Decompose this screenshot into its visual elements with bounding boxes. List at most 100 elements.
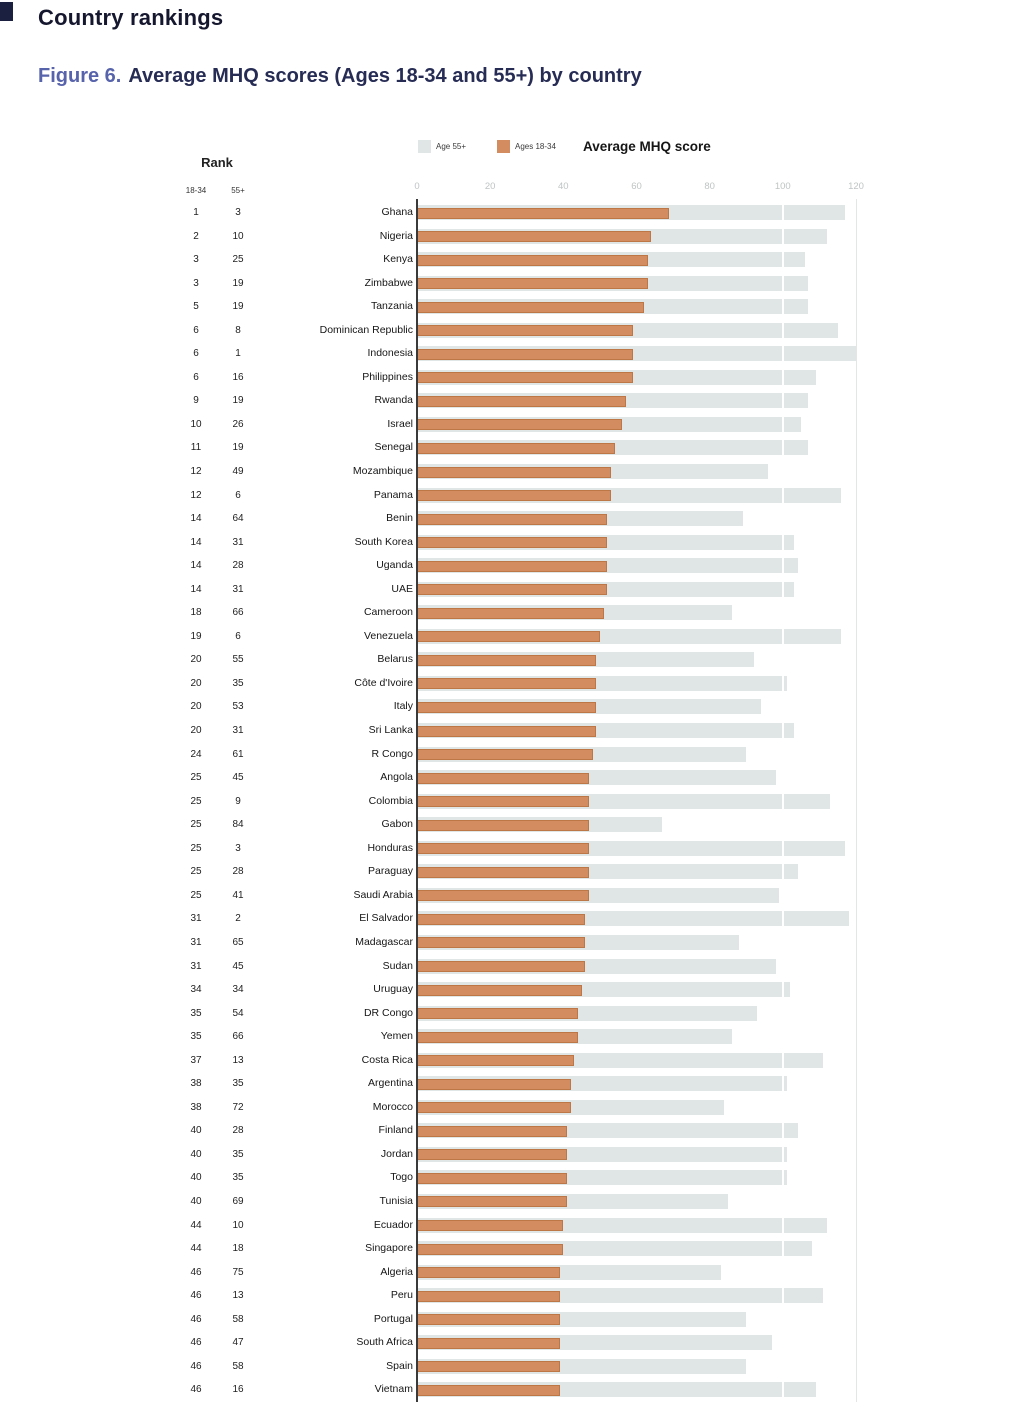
- rank-55: 31: [232, 725, 244, 737]
- country-label: Argentina: [368, 1077, 413, 1090]
- bar-age-18-34: [417, 395, 626, 407]
- rank-18-34: 12: [190, 466, 202, 478]
- rank-55: 34: [232, 984, 244, 996]
- chart-row: 19 6 Venezuela: [0, 625, 1024, 649]
- legend-label-age-18-34: Ages 18-34: [515, 142, 556, 151]
- chart-row: 38 72 Morocco: [0, 1096, 1024, 1120]
- country-label: Nigeria: [379, 229, 413, 242]
- y-axis-line: [416, 199, 418, 1402]
- country-label: UAE: [391, 582, 413, 595]
- chart-row: 14 64 Benin: [0, 507, 1024, 531]
- bar-age-18-34: [417, 442, 615, 454]
- bar-group: [417, 272, 856, 296]
- rank-55: 3: [235, 207, 241, 218]
- country-label: Benin: [386, 512, 413, 525]
- rank-55: 6: [235, 489, 241, 501]
- bar-group: [417, 625, 856, 649]
- country-label: Yemen: [380, 1030, 413, 1043]
- rank-18-34: 11: [190, 442, 202, 454]
- rank-18-34: 20: [190, 654, 202, 666]
- chart-row: 14 31 UAE: [0, 578, 1024, 602]
- bar-group: [417, 342, 856, 366]
- rank-55: 45: [232, 772, 244, 784]
- bar-age-18-34: [417, 513, 608, 525]
- bar-age-18-34: [417, 1102, 571, 1114]
- chart-row: 2 10 Nigeria: [0, 225, 1024, 249]
- chart-row: 1 3 Ghana: [0, 201, 1024, 225]
- rank-18-34: 25: [190, 772, 202, 784]
- country-label: South Korea: [354, 535, 413, 548]
- chart-row: 20 55 Belarus: [0, 648, 1024, 672]
- legend-item-age-55: Age 55+: [418, 140, 466, 153]
- bar-group: [417, 907, 856, 931]
- rank-55: 31: [232, 536, 244, 548]
- bar-age-18-34: [417, 1196, 567, 1208]
- bar-age-18-34: [417, 1337, 560, 1349]
- rank-18-34: 44: [190, 1219, 202, 1231]
- bar-age-18-34: [417, 937, 586, 949]
- chart-row: 14 28 Uganda: [0, 554, 1024, 578]
- chart-row: 46 13 Peru: [0, 1284, 1024, 1308]
- chart-row: 20 53 Italy: [0, 695, 1024, 719]
- bar-age-18-34: [417, 1384, 560, 1396]
- rank-subheader-55: 55+: [231, 186, 245, 195]
- country-label: Ecuador: [373, 1218, 413, 1231]
- rank-18-34: 1: [193, 207, 199, 218]
- chart-row: 12 6 Panama: [0, 484, 1024, 508]
- bar-age-18-34: [417, 1125, 567, 1137]
- bar-group: [417, 813, 856, 837]
- rank-18-34: 44: [190, 1243, 202, 1255]
- country-label: DR Congo: [363, 1006, 413, 1019]
- chart-row: 20 35 Côte d'Ivoire: [0, 672, 1024, 696]
- rank-18-34: 14: [190, 536, 202, 548]
- country-label: Portugal: [373, 1312, 413, 1325]
- chart-row: 40 35 Togo: [0, 1166, 1024, 1190]
- chart-row: 25 28 Paraguay: [0, 860, 1024, 884]
- rank-subheader-18-34: 18-34: [185, 186, 207, 195]
- bar-age-18-34: [417, 1361, 560, 1373]
- bar-age-18-34: [417, 654, 597, 666]
- bar-age-18-34: [417, 348, 633, 360]
- rank-18-34: 20: [190, 725, 202, 737]
- bar-group: [417, 860, 856, 884]
- chart-row: 34 34 Uruguay: [0, 978, 1024, 1002]
- bar-age-18-34: [417, 631, 600, 643]
- bar-age-18-34: [417, 772, 589, 784]
- country-label: Israel: [387, 417, 413, 430]
- rank-18-34: 37: [190, 1054, 202, 1066]
- bar-group: [417, 578, 856, 602]
- country-label: Tanzania: [370, 300, 413, 313]
- bar-group: [417, 766, 856, 790]
- country-label: Singapore: [365, 1242, 413, 1255]
- x-tick-20: 20: [484, 181, 496, 192]
- country-label: Indonesia: [367, 347, 413, 360]
- chart-row: 14 31 South Korea: [0, 531, 1024, 555]
- bar-group: [417, 1166, 856, 1190]
- rank-55: 35: [232, 1078, 244, 1090]
- bar-age-18-34: [417, 701, 597, 713]
- bar-age-18-34: [417, 301, 644, 313]
- chart-row: 25 84 Gabon: [0, 813, 1024, 837]
- rank-55: 58: [232, 1313, 244, 1325]
- rank-18-34: 20: [190, 701, 202, 713]
- x-tick-0: 0: [414, 181, 420, 192]
- country-label: Sudan: [382, 959, 413, 972]
- rank-55: 72: [232, 1101, 244, 1113]
- rank-18-34: 31: [190, 913, 202, 925]
- chart-row: 40 35 Jordan: [0, 1143, 1024, 1167]
- rank-18-34: 46: [190, 1384, 202, 1396]
- chart-row: 44 10 Ecuador: [0, 1214, 1024, 1238]
- bar-group: [417, 1214, 856, 1238]
- country-label: Sri Lanka: [368, 724, 413, 737]
- chart-row: 6 16 Philippines: [0, 366, 1024, 390]
- bar-group: [417, 1261, 856, 1285]
- rank-55: 25: [232, 254, 244, 266]
- rank-55: 28: [232, 866, 244, 878]
- bar-group: [417, 319, 856, 343]
- rank-55: 47: [232, 1337, 244, 1349]
- gridline-100: [782, 199, 784, 1402]
- country-label: Italy: [393, 700, 413, 713]
- chart-row: 6 8 Dominican Republic: [0, 319, 1024, 343]
- bar-age-18-34: [417, 913, 586, 925]
